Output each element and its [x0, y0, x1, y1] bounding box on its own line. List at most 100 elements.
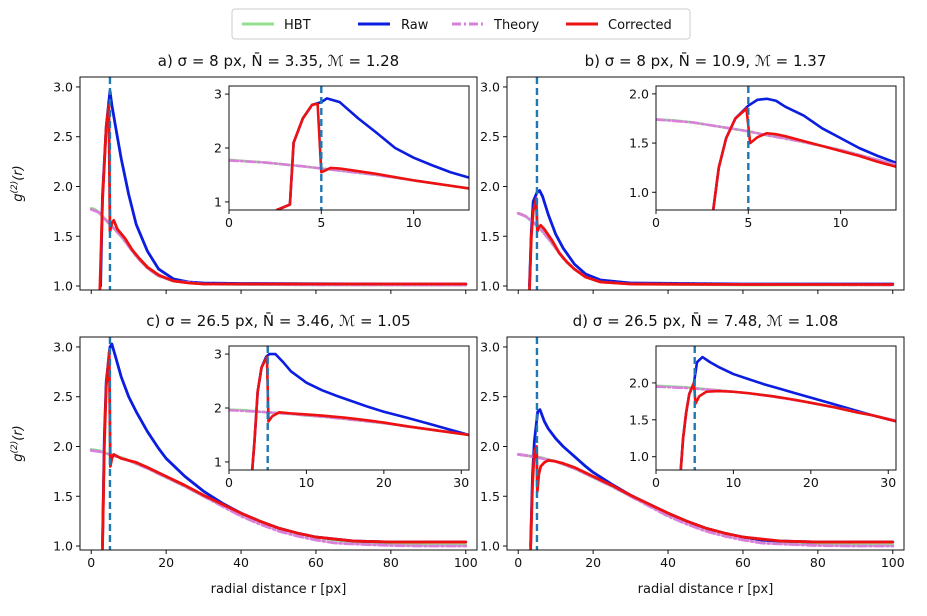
- panel-a-ytick-label: 1.5: [53, 229, 73, 244]
- panel-d-plot-area: [516, 337, 895, 550]
- legend-entry-hbt: HBT: [242, 18, 311, 33]
- panel-d-ytick-label: 2.0: [480, 439, 500, 454]
- legend-label-raw: Raw: [401, 18, 429, 33]
- panel-d-inset-xtick-label: 20: [803, 475, 819, 490]
- panel-b: b) σ = 8 px, N̄ = 10.9, ℳ = 1.37 1.0 1.5 2.…: [480, 51, 905, 294]
- panel-b-inset-ytick-label: 1.0: [629, 185, 649, 200]
- legend-entry-corrected: Corrected: [566, 18, 672, 33]
- panel-c-inset-xtick-label: 0: [225, 475, 233, 490]
- panel-a: a) σ = 8 px, N̄ = 3.35, ℳ = 1.28 1.0 1.5 2.…: [10, 51, 478, 294]
- panel-d-inset-xtick-label: 10: [725, 475, 741, 490]
- panel-c-ytick-label: 2.5: [53, 389, 73, 404]
- panel-a-title: a) σ = 8 px, N̄ = 3.35, ℳ = 1.28: [158, 51, 399, 70]
- panel-b-ytick-label: 2.0: [480, 179, 500, 194]
- panel-b-ytick-label: 3.0: [480, 79, 500, 94]
- panel-c-xtick-label: 0: [87, 555, 95, 570]
- panel-d-xtick-label: 100: [881, 555, 905, 570]
- panel-c-inset-xtick-label: 10: [298, 475, 314, 490]
- panel-d-xtick-label: 0: [514, 555, 522, 570]
- panel-a-frame: [79, 76, 478, 291]
- panel-d-frame: [506, 336, 905, 551]
- panel-c-frame: [79, 336, 478, 551]
- legend-label-hbt: HBT: [284, 18, 311, 33]
- panel-d-inset: 0 10 20 30 1.0 1.5 2.0: [629, 345, 897, 490]
- panel-a-ytick-label: 2.0: [53, 179, 73, 194]
- panel-a-inset-ytick-label: 1: [214, 194, 222, 209]
- legend-entry-theory: Theory: [452, 18, 539, 33]
- panel-c-ytick-label: 1.0: [53, 539, 73, 554]
- panel-a-ytick-label: 1.0: [53, 279, 73, 294]
- panel-d-inset-xtick-label: 30: [880, 475, 896, 490]
- panel-c-ytick-label: 2.0: [53, 439, 73, 454]
- panel-a-inset-background: [229, 86, 469, 210]
- panel-d-xlabel: radial distance r [px]: [638, 582, 774, 597]
- panel-d-inset-ytick-label: 2.0: [629, 375, 649, 390]
- panel-b-series-corrected: [528, 197, 895, 290]
- panel-d-inset-plot-area: [656, 346, 896, 470]
- panel-c-inset-ytick-label: 3: [214, 347, 222, 362]
- panel-c-xtick-label: 20: [158, 555, 174, 570]
- panel-a-ytick-label: 2.5: [53, 129, 73, 144]
- panel-d-ytick-label: 3.0: [480, 339, 500, 354]
- panel-d-inset-series-corrected: [679, 381, 896, 470]
- panel-c-ytick-label: 1.5: [53, 489, 73, 504]
- panel-b-inset-background: [656, 86, 896, 210]
- panel-a-plot-area: [89, 77, 468, 290]
- panel-b-inset-xtick-label: 10: [833, 215, 849, 230]
- panel-d-inset-background: [656, 346, 896, 470]
- panel-c-xtick-label: 80: [383, 555, 399, 570]
- panel-c-inset-ytick-label: 1: [214, 454, 222, 469]
- panel-a-ytick-label: 3.0: [53, 79, 73, 94]
- panel-d: d) σ = 26.5 px, N̄ = 7.48, ℳ = 1.08 0 20 40…: [480, 311, 905, 597]
- panel-c-xtick-label: 100: [454, 555, 478, 570]
- panel-a-inset-xtick-label: 0: [225, 215, 233, 230]
- panel-d-xtick-label: 60: [735, 555, 751, 570]
- panel-c-xlabel: radial distance r [px]: [211, 582, 347, 597]
- panel-b-plot-area: [516, 77, 895, 290]
- panel-d-ytick-label: 2.5: [480, 389, 500, 404]
- panel-c-inset-ytick-label: 2: [214, 401, 222, 416]
- panel-b-inset-plot-area: [656, 86, 896, 210]
- panel-c-ytick-label: 3.0: [53, 339, 73, 354]
- panel-c-ylabel: g(2)(r): [10, 425, 26, 462]
- panel-c-xtick-label: 40: [233, 555, 249, 570]
- panel-b-ytick-label: 2.5: [480, 129, 500, 144]
- panel-d-xtick-label: 20: [585, 555, 601, 570]
- panel-c-title: c) σ = 26.5 px, N̄ = 3.46, ℳ = 1.05: [146, 311, 410, 330]
- panel-d-xtick-label: 40: [660, 555, 676, 570]
- legend-entry-raw: Raw: [358, 18, 429, 33]
- legend-label-theory: Theory: [493, 18, 539, 33]
- panel-b-ytick-label: 1.0: [480, 279, 500, 294]
- panel-d-title: d) σ = 26.5 px, N̄ = 7.48, ℳ = 1.08: [573, 311, 839, 330]
- panel-c-inset: 0 10 20 30 1 2 3: [214, 345, 470, 490]
- panel-b-ytick-label: 1.5: [480, 229, 500, 244]
- panel-d-inset-ytick-label: 1.5: [629, 412, 649, 427]
- panel-c-inset-background: [229, 346, 469, 470]
- panel-d-inset-xtick-label: 0: [652, 475, 660, 490]
- panel-c-inset-plot-area: [229, 346, 469, 470]
- panel-b-inset: 0 5 10 1.0 1.5 2.0: [629, 85, 897, 230]
- panel-a-inset-plot-area: [229, 86, 469, 210]
- panel-b-inset-xtick-label: 0: [652, 215, 660, 230]
- panel-b-inset-frame: [655, 85, 897, 211]
- panel-a-inset-xtick-label: 5: [317, 215, 325, 230]
- panel-d-inset-frame: [655, 345, 897, 471]
- panel-a-inset: 0 5 10 1 2 3: [214, 85, 470, 230]
- panel-c-series-corrected: [101, 350, 468, 550]
- legend: HBT Raw Theory Corrected: [231, 8, 691, 40]
- panel-d-series-corrected: [529, 445, 895, 550]
- panel-c-inset-xtick-label: 30: [453, 475, 469, 490]
- panel-d-ytick-label: 1.5: [480, 489, 500, 504]
- panel-b-inset-series-corrected: [711, 107, 896, 210]
- panel-c-plot-area: [89, 337, 468, 550]
- panel-c-xtick-label: 60: [308, 555, 324, 570]
- panel-d-inset-ytick-label: 1.0: [629, 449, 649, 464]
- panel-b-inset-ytick-label: 1.5: [629, 136, 649, 151]
- panel-d-ytick-label: 1.0: [480, 539, 500, 554]
- panel-c-inset-series-corrected: [250, 355, 469, 470]
- panel-a-inset-xtick-label: 10: [406, 215, 422, 230]
- panel-b-inset-xtick-label: 5: [744, 215, 752, 230]
- legend-label-corrected: Corrected: [608, 18, 672, 33]
- panel-d-xtick-label: 80: [810, 555, 826, 570]
